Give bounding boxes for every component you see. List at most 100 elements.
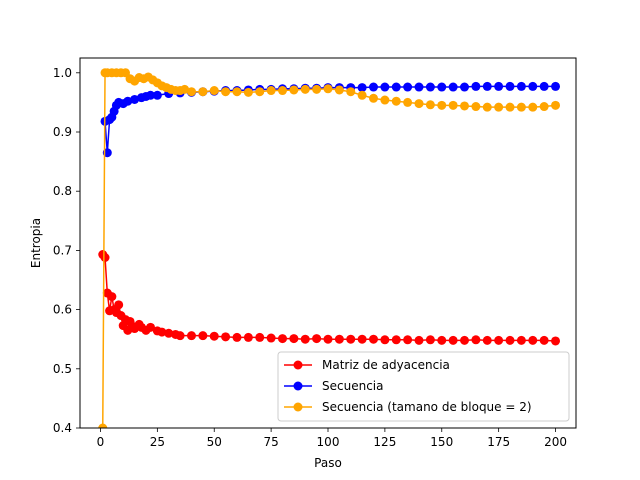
data-point <box>471 81 481 91</box>
data-point <box>357 334 367 344</box>
data-point <box>146 90 156 100</box>
data-point <box>471 335 481 345</box>
data-point <box>312 334 322 344</box>
data-point <box>209 331 219 341</box>
data-point <box>107 292 117 302</box>
data-point <box>460 335 470 345</box>
legend-label: Secuencia (tamano de bloque = 2) <box>322 400 532 414</box>
data-point <box>209 86 219 96</box>
data-point <box>448 335 458 345</box>
x-axis-ticks: 0 25 50 75 100 125 150 175 200 <box>97 428 567 449</box>
data-point <box>551 100 561 110</box>
y-tick-label: 0.5 <box>53 362 72 376</box>
data-point <box>414 82 424 92</box>
x-tick-label: 50 <box>207 435 222 449</box>
data-point <box>255 332 265 342</box>
data-point <box>323 84 333 94</box>
y-axis-ticks: 0.4 0.5 0.6 0.7 0.8 0.9 1.0 <box>53 66 80 435</box>
data-point <box>380 335 390 345</box>
data-point <box>448 82 458 92</box>
data-point <box>505 81 515 91</box>
x-tick-label: 150 <box>430 435 453 449</box>
data-point <box>369 93 378 103</box>
data-point <box>198 87 208 97</box>
data-point <box>152 90 162 100</box>
data-point <box>448 100 458 110</box>
legend-marker <box>293 381 303 391</box>
series-3 <box>98 68 561 428</box>
data-point <box>403 335 413 345</box>
data-point <box>232 332 242 342</box>
data-point <box>437 335 447 345</box>
legend-marker <box>293 402 303 412</box>
data-point <box>425 82 435 92</box>
data-point <box>391 335 401 345</box>
data-point <box>289 334 299 344</box>
data-point <box>425 100 435 110</box>
x-tick-label: 75 <box>263 435 278 449</box>
x-tick-label: 100 <box>317 435 340 449</box>
data-point <box>391 82 401 92</box>
data-point <box>357 83 367 93</box>
data-point <box>380 95 390 105</box>
data-point <box>130 94 140 104</box>
y-tick-label: 0.6 <box>53 303 72 317</box>
data-point <box>278 334 287 344</box>
data-point <box>186 331 196 341</box>
data-point <box>289 85 299 95</box>
data-point <box>403 97 413 107</box>
x-tick-label: 200 <box>544 435 567 449</box>
data-point <box>539 102 549 112</box>
data-point <box>346 87 356 97</box>
data-point <box>334 334 344 344</box>
data-point <box>539 81 549 91</box>
data-point <box>323 334 333 344</box>
data-point <box>460 82 470 92</box>
data-point <box>494 81 504 91</box>
data-point <box>278 86 287 96</box>
data-point <box>180 84 190 94</box>
data-point <box>123 96 133 106</box>
data-point <box>437 82 447 92</box>
data-point <box>551 81 561 91</box>
y-tick-label: 0.7 <box>53 243 72 257</box>
data-point <box>505 102 515 112</box>
data-point <box>232 87 242 97</box>
data-point <box>528 81 538 91</box>
data-point <box>471 102 481 112</box>
data-point <box>157 327 167 337</box>
data-point <box>482 81 492 91</box>
legend: Matriz de adyacencia Secuencia Secuencia (… <box>277 351 570 422</box>
data-point <box>414 99 424 109</box>
data-point <box>551 336 561 346</box>
data-point <box>221 332 231 342</box>
data-point <box>243 332 253 342</box>
data-point <box>146 322 156 332</box>
series-1 <box>98 250 561 346</box>
x-tick-label: 125 <box>373 435 396 449</box>
data-point <box>300 334 310 344</box>
y-tick-label: 0.9 <box>53 125 72 139</box>
data-point <box>516 102 526 112</box>
x-axis-label: Paso <box>314 456 342 470</box>
x-tick-label: 0 <box>97 435 105 449</box>
data-point <box>482 335 492 345</box>
data-point <box>528 335 538 345</box>
data-point <box>391 96 401 106</box>
data-point <box>437 100 447 110</box>
y-tick-label: 1.0 <box>53 66 72 80</box>
data-point <box>346 334 356 344</box>
data-point <box>266 333 276 343</box>
data-point <box>494 102 504 112</box>
y-tick-label: 0.8 <box>53 184 72 198</box>
x-tick-label: 175 <box>487 435 510 449</box>
legend-label: Matriz de adyacencia <box>322 358 450 372</box>
legend-box <box>277 351 570 422</box>
data-point <box>266 86 276 96</box>
data-point <box>403 82 413 92</box>
data-point <box>516 335 526 345</box>
legend-item: Secuencia (tamano de bloque = 2) <box>284 400 532 414</box>
data-point <box>255 87 265 97</box>
data-point <box>369 334 378 344</box>
